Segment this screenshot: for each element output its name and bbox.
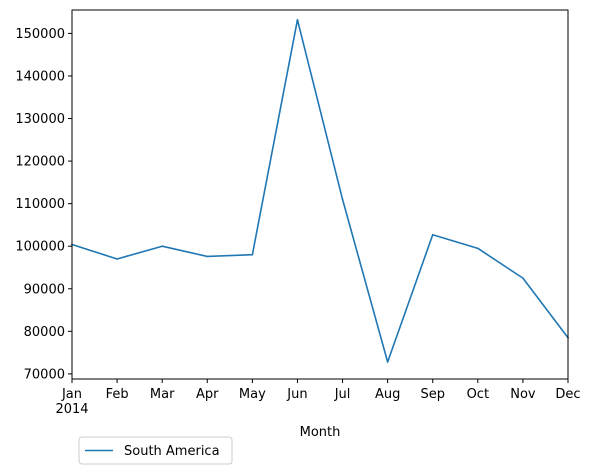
y-tick-label: 90000 [24,282,65,297]
data-point [116,258,118,260]
data-point [161,245,163,248]
legend-box [78,436,233,465]
x-tick-label: Sep [420,387,445,402]
y-tick-label: 130000 [15,112,65,127]
x-tick-label: Nov [510,387,536,402]
data-point [251,253,254,256]
x-tick-label: Jun [286,387,307,402]
series-line [70,18,570,363]
x-tick-label: Feb [106,387,129,402]
y-tick-label: 110000 [15,197,65,212]
data-point [341,198,344,201]
data-point [386,361,389,363]
plot-frame [71,9,569,380]
legend: South America [78,436,233,465]
y-axis: 70000 80000 90000 100000 110000 120000 130000 1… [15,27,72,382]
x-axis-label: Month [300,425,341,440]
x-axis: Jan 2014 Feb Mar Apr May Jun Jul Aug Sep Oct Nov Dec [55,379,581,417]
plot-area [72,10,568,379]
data-point [431,233,434,236]
x-tick-label: Jan 2014 [55,387,88,417]
x-tick-label: Dec [555,387,580,402]
y-tick-label: 100000 [15,240,65,255]
y-tick-label: 70000 [24,367,65,382]
x-tick-label: Oct [467,387,489,402]
x-tick-label: Aug [375,387,400,402]
y-tick-label: 140000 [15,69,65,84]
x-tick-label: Mar [150,387,175,402]
data-point [296,18,299,21]
x-tick-label: Jul [334,387,351,402]
x-tick-label: May [239,387,266,402]
x-tick-label: Apr [196,387,219,402]
legend-label: South America [124,444,220,459]
y-tick-label: 150000 [15,27,65,42]
data-point [206,255,209,258]
y-tick-label: 120000 [15,155,65,170]
data-point [477,247,479,250]
y-tick-label: 80000 [24,325,65,340]
data-point [522,277,524,279]
